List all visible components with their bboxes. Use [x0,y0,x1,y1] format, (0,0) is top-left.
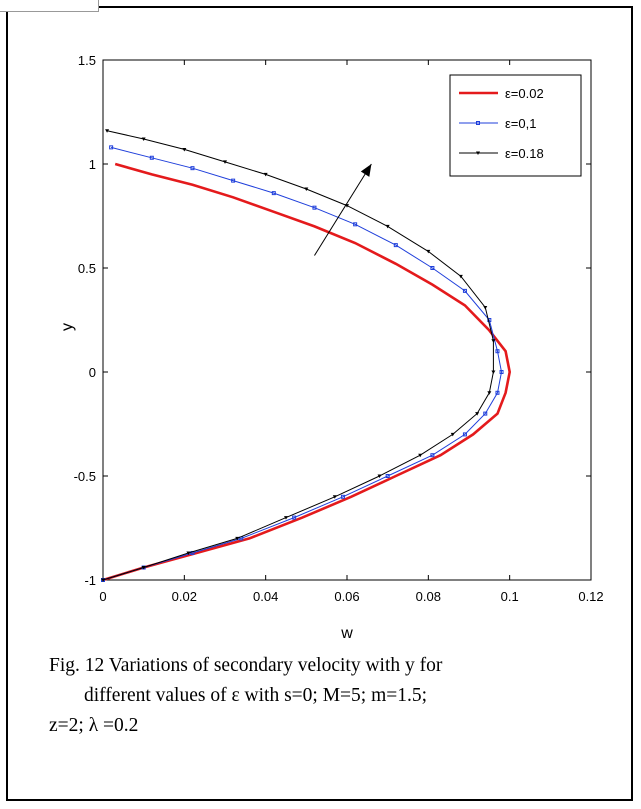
x-tick-label: 0.02 [172,589,197,604]
data-point [263,172,268,177]
data-point [304,187,309,191]
x-tick-label: 0.08 [416,589,441,604]
legend-item: ε=0,1 [459,116,536,131]
series-line [102,146,503,581]
legend-marker [476,121,480,125]
data-point [186,551,191,555]
trend-arrow-head [360,164,372,177]
x-tick-label: 0.04 [253,589,278,604]
data-point [385,224,390,229]
data-point [462,432,467,437]
x-tick-label: 0.1 [501,589,519,604]
data-point [101,578,105,582]
series-line [102,162,512,582]
data-point [483,411,488,416]
data-point [235,536,240,541]
data-point [182,147,187,152]
data-point [377,474,382,478]
annotation-layer [314,163,372,256]
y-tick-label: 1.5 [78,53,96,68]
data-point [292,515,297,520]
data-point [105,129,110,133]
figure-caption: Fig. 12 Variations of secondary velocity… [49,651,609,741]
x-tick-label: 0.12 [578,589,603,604]
legend-label: ε=0.18 [505,146,544,161]
y-axis: -1 -0.5 0 0.5 1 1.5 [74,53,591,588]
data-point [430,453,435,458]
data-point [495,349,500,354]
x-axis-label: w [340,625,353,640]
data-point [491,370,496,374]
y-axis-label: y [59,323,76,331]
caption-line-2: different values of ε with s=0; M=5; m=1… [84,685,428,706]
y-tick-label: 0.5 [78,261,96,276]
y-tick-label: 1 [89,157,96,172]
data-point [462,288,467,293]
data-point [458,274,463,279]
data-point [340,494,345,499]
trend-arrow-line [314,163,372,256]
data-point [284,516,288,520]
legend: ε=0.02 ε=0,1 ε=0.18 [449,74,582,177]
data-point [141,137,146,142]
legend-label: ε=0.02 [505,86,544,101]
data-point [491,339,496,343]
legend-label: ε=0,1 [505,116,536,131]
data-point [109,145,114,150]
data-point [426,249,431,254]
data-point [450,432,455,437]
series-line [102,130,494,581]
data-point [332,495,337,499]
legend-item: ε=0.02 [459,86,544,101]
data-point [385,474,390,478]
y-tick-label: -0.5 [74,469,96,484]
data-point [141,566,146,570]
data-point [190,166,195,171]
legend-marker [476,151,480,155]
data-point [231,178,236,183]
data-point [271,191,276,196]
data-point [149,155,154,160]
x-tick-label: 0.06 [334,589,359,604]
data-point [475,412,480,416]
data-point [483,306,488,310]
data-point [353,222,358,227]
series-layer [101,129,512,582]
data-point [430,266,435,270]
x-axis: 0 0.02 0.04 0.06 0.08 0.1 0.12 [99,60,604,604]
series-1 [102,162,512,582]
y-tick-label: 0 [89,365,96,380]
data-point [495,390,500,395]
data-point [487,391,492,395]
legend-item: ε=0.18 [459,146,544,161]
data-point [499,370,504,374]
caption-line-3: z=2; λ =0.2 [49,715,139,736]
line-chart: 0 0.02 0.04 0.06 0.08 0.1 0.12 -1-0.500.511.5 … [59,53,604,640]
data-point [393,243,398,248]
x-tick-label: 0 [99,589,106,604]
data-point [223,160,227,164]
data-point [418,453,423,458]
data-point [312,205,317,210]
corner-tab [0,0,99,12]
y-tick-label: -1 [84,573,96,588]
caption-line-1: Fig. 12 Variations of secondary velocity… [49,655,443,676]
